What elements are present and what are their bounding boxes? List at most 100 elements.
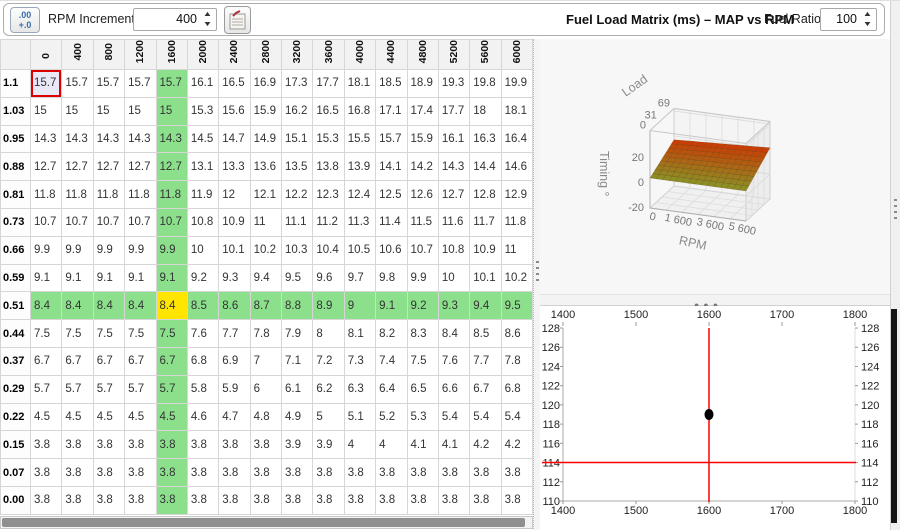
cell-0.37-6000[interactable]: 7.8	[500, 346, 533, 376]
cell-0.81-4400[interactable]: 12.5	[375, 180, 408, 209]
cell-0.44-3200[interactable]: 7.9	[280, 319, 314, 348]
cell-0.37-5600[interactable]: 7.7	[469, 346, 502, 376]
cell-0.88-3200[interactable]: 13.5	[280, 152, 314, 182]
cell-0.22-2400[interactable]: 4.7	[218, 402, 251, 432]
cell-0.44-2800[interactable]: 7.8	[249, 319, 283, 348]
cell-0.73-3200[interactable]: 11.1	[280, 207, 314, 237]
cell-0.51-3600[interactable]: 8.9	[312, 291, 345, 321]
cell-0.29-2400[interactable]: 5.9	[218, 374, 251, 404]
right-edge-splitter[interactable]	[890, 1, 900, 530]
cell-0.59-1600[interactable]: 9.1	[155, 263, 188, 293]
cell-0.88-6000[interactable]: 14.6	[500, 152, 533, 182]
cell-0.00-4400[interactable]: 3.8	[375, 485, 408, 515]
cell-1.03-0[interactable]: 15	[29, 96, 63, 126]
cell-0.88-0[interactable]: 12.7	[29, 152, 63, 182]
cell-0.66-4800[interactable]: 10.7	[406, 235, 439, 265]
cell-0.00-0[interactable]: 3.8	[29, 485, 63, 515]
cell-0.73-0[interactable]: 10.7	[29, 207, 63, 237]
cell-0.88-4400[interactable]: 14.1	[375, 152, 408, 182]
cell-0.51-6000[interactable]: 9.5	[500, 291, 533, 321]
table-corner-cell[interactable]	[0, 39, 31, 70]
cell-0.81-400[interactable]: 11.8	[61, 180, 94, 209]
cell-0.88-1600[interactable]: 12.7	[155, 152, 188, 182]
col-header-2800[interactable]: 2800	[249, 39, 283, 70]
cell-0.00-3200[interactable]: 3.8	[280, 485, 314, 515]
cell-0.95-5600[interactable]: 16.3	[469, 124, 502, 154]
cell-0.59-5600[interactable]: 10.1	[469, 263, 502, 293]
cell-0.59-4000[interactable]: 9.7	[343, 263, 377, 293]
cell-0.81-1200[interactable]: 11.8	[124, 180, 157, 209]
cell-0.44-400[interactable]: 7.5	[61, 319, 94, 348]
cell-0.22-4400[interactable]: 5.2	[375, 402, 408, 432]
row-header-0.29[interactable]: 0.29	[0, 374, 31, 404]
cell-0.95-3600[interactable]: 15.3	[312, 124, 345, 154]
cell-0.07-800[interactable]: 3.8	[92, 458, 126, 487]
cell-0.81-2400[interactable]: 12	[218, 180, 251, 209]
cell-0.59-2400[interactable]: 9.3	[218, 263, 251, 293]
cell-0.66-3200[interactable]: 10.3	[280, 235, 314, 265]
col-header-4000[interactable]: 4000	[343, 39, 377, 70]
cell-0.44-2000[interactable]: 7.6	[186, 319, 220, 348]
cell-0.73-2000[interactable]: 10.8	[186, 207, 220, 237]
cell-0.15-4800[interactable]: 4.1	[406, 430, 439, 460]
spinner-up-down-icon[interactable]: ▲ ▼	[202, 11, 212, 28]
cell-1.03-4800[interactable]: 17.4	[406, 96, 439, 126]
cell-1.1-800[interactable]: 15.7	[92, 69, 126, 98]
cell-0.44-4800[interactable]: 8.3	[406, 319, 439, 348]
cell-0.59-1200[interactable]: 9.1	[124, 263, 157, 293]
cell-0.59-6000[interactable]: 10.2	[500, 263, 533, 293]
cell-0.00-4800[interactable]: 3.8	[406, 485, 439, 515]
cell-0.37-4400[interactable]: 7.4	[375, 346, 408, 376]
cell-0.81-2000[interactable]: 11.9	[186, 180, 220, 209]
cell-0.00-5600[interactable]: 3.8	[469, 485, 502, 515]
cell-0.95-5200[interactable]: 16.1	[437, 124, 471, 154]
row-header-1.1[interactable]: 1.1	[0, 69, 31, 98]
cell-0.59-800[interactable]: 9.1	[92, 263, 126, 293]
cell-0.22-1600[interactable]: 4.5	[155, 402, 188, 432]
cell-0.29-5200[interactable]: 6.6	[437, 374, 471, 404]
cell-0.22-400[interactable]: 4.5	[61, 402, 94, 432]
cell-0.15-2000[interactable]: 3.8	[186, 430, 220, 460]
rpm-increment-value[interactable]: 400	[176, 12, 197, 26]
cell-0.15-5600[interactable]: 4.2	[469, 430, 502, 460]
scrollbar-thumb[interactable]	[2, 518, 525, 527]
cell-1.03-2000[interactable]: 15.3	[186, 96, 220, 126]
horizontal-splitter[interactable]: ●●●	[540, 294, 890, 310]
cell-0.29-5600[interactable]: 6.7	[469, 374, 502, 404]
col-header-800[interactable]: 800	[92, 39, 126, 70]
cell-0.00-400[interactable]: 3.8	[61, 485, 94, 515]
cell-0.29-3600[interactable]: 6.2	[312, 374, 345, 404]
cell-0.44-5200[interactable]: 8.4	[437, 319, 471, 348]
cell-0.51-800[interactable]: 8.4	[92, 291, 126, 321]
cell-0.07-2000[interactable]: 3.8	[186, 458, 220, 487]
col-header-3200[interactable]: 3200	[280, 39, 314, 70]
cell-0.59-4800[interactable]: 9.9	[406, 263, 439, 293]
cell-0.15-3200[interactable]: 3.9	[280, 430, 314, 460]
timing-surface-chart[interactable]: -20 0 20 0 31 69 0 1 600 3 600 5 600 RPM Load Timing…	[540, 39, 890, 294]
cell-0.15-6000[interactable]: 4.2	[500, 430, 533, 460]
cell-1.1-1200[interactable]: 15.7	[124, 69, 157, 98]
cell-0.51-4000[interactable]: 9	[343, 291, 377, 321]
cell-1.03-3200[interactable]: 16.2	[280, 96, 314, 126]
cell-0.00-1200[interactable]: 3.8	[124, 485, 157, 515]
cell-0.07-0[interactable]: 3.8	[29, 458, 63, 487]
cell-0.44-3600[interactable]: 8	[312, 319, 345, 348]
cell-0.51-2000[interactable]: 8.5	[186, 291, 220, 321]
row-header-0.95[interactable]: 0.95	[0, 124, 31, 154]
cell-0.37-2400[interactable]: 6.9	[218, 346, 251, 376]
cell-0.15-5200[interactable]: 4.1	[437, 430, 471, 460]
cell-0.59-0[interactable]: 9.1	[29, 263, 63, 293]
cell-0.51-1600[interactable]: 8.4	[155, 291, 188, 321]
cell-0.81-5600[interactable]: 12.8	[469, 180, 502, 209]
cell-0.07-4800[interactable]: 3.8	[406, 458, 439, 487]
col-header-5200[interactable]: 5200	[437, 39, 471, 70]
col-header-2400[interactable]: 2400	[218, 39, 251, 70]
cell-0.73-4000[interactable]: 11.3	[343, 207, 377, 237]
cell-0.22-5600[interactable]: 5.4	[469, 402, 502, 432]
cell-0.44-2400[interactable]: 7.7	[218, 319, 251, 348]
cell-0.44-4000[interactable]: 8.1	[343, 319, 377, 348]
cell-0.66-5600[interactable]: 10.9	[469, 235, 502, 265]
cell-0.66-2800[interactable]: 10.2	[249, 235, 283, 265]
cell-0.07-1600[interactable]: 3.8	[155, 458, 188, 487]
cell-0.51-400[interactable]: 8.4	[61, 291, 94, 321]
